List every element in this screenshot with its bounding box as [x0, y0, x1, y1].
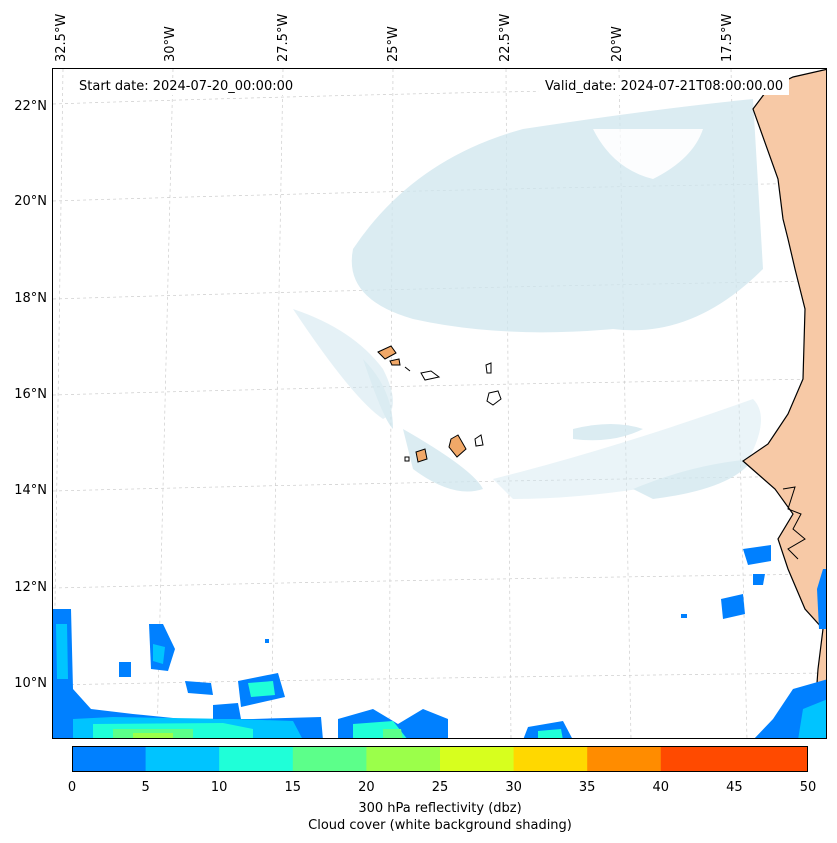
colorbar-segment — [513, 746, 588, 772]
latitude-label: 12°N — [14, 580, 47, 595]
colorbar-tick-label: 10 — [210, 780, 228, 795]
colorbar-tick-label: 5 — [141, 780, 150, 795]
colorbar-segment — [292, 746, 367, 772]
latitude-label: 20°N — [14, 194, 47, 209]
latitude-label: 16°N — [14, 387, 47, 402]
map-panel — [52, 68, 827, 739]
colorbar-tick-label: 40 — [652, 780, 670, 795]
colorbar-tick-label: 25 — [431, 780, 449, 795]
mainland-africa — [742, 69, 826, 738]
longitude-label: 25°W — [386, 26, 401, 62]
cape-verde-islands — [377, 345, 502, 463]
colorbar-tick-label: 0 — [67, 780, 77, 795]
latitude-label: 14°N — [14, 483, 47, 498]
cloud-cover — [293, 99, 763, 499]
colorbar-label-reflectivity: 300 hPa reflectivity (dbz) — [358, 801, 522, 816]
colorbar-tick-label: 50 — [799, 780, 817, 795]
latitude-label: 18°N — [14, 291, 47, 306]
valid-date-label: Valid_date: 2024-07-21T08:00:00.00 — [539, 78, 790, 95]
map-canvas — [53, 69, 826, 738]
start-date-label: Start date: 2024-07-20_00:00:00 — [73, 78, 300, 95]
colorbar-segment — [440, 746, 515, 772]
reflectivity-contours — [53, 545, 826, 738]
colorbar-segment — [366, 746, 441, 772]
colorbar-tick-label: 15 — [284, 780, 302, 795]
colorbar-tick-label: 30 — [505, 780, 522, 795]
colorbar-segment — [587, 746, 662, 772]
latitude-label: 10°N — [14, 676, 47, 691]
colorbar-border — [72, 746, 808, 772]
colorbar-segment — [72, 746, 147, 772]
colorbar-tick-label: 45 — [726, 780, 743, 795]
longitude-label: 32.5°W — [54, 13, 69, 62]
colorbar-label-cloud-cover: Cloud cover (white background shading) — [308, 818, 572, 833]
colorbar-segment — [219, 746, 294, 772]
colorbar-tick-label: 35 — [578, 780, 596, 795]
longitude-label: 27.5°W — [276, 13, 291, 62]
longitude-label: 22.5°W — [498, 13, 513, 62]
longitude-label: 17.5°W — [720, 13, 735, 62]
latitude-label: 22°N — [14, 99, 47, 114]
colorbar-segment — [734, 746, 808, 772]
longitude-label: 20°W — [610, 26, 625, 62]
colorbar-segment — [145, 746, 220, 772]
reflectivity-colorbar — [72, 746, 808, 772]
longitude-label: 30°W — [163, 26, 178, 62]
coastline-detail — [782, 486, 806, 560]
colorbar-segment — [660, 746, 735, 772]
colorbar-tick-label: 20 — [358, 780, 375, 795]
